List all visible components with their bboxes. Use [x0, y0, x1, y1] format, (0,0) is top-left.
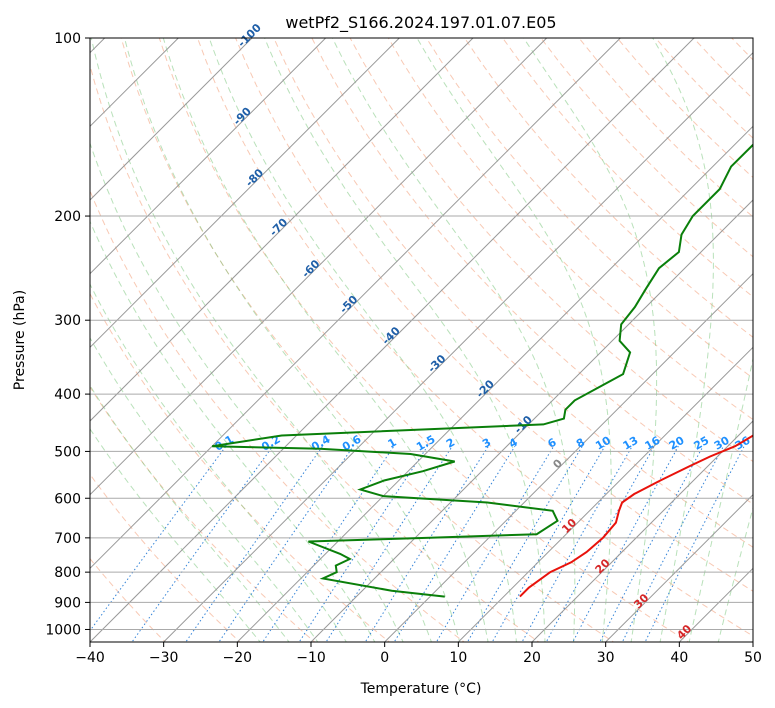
mixing-ratio-line: [393, 445, 516, 642]
x-tick-label: 50: [744, 650, 762, 666]
isotherm-line: [90, 38, 400, 349]
isotherm-line: [163, 51, 753, 642]
mixing-ratio-line: [90, 445, 227, 632]
dry-adiabat-line: [197, 38, 753, 637]
isotherm-line: [90, 38, 695, 642]
mixing-ratio-line: [364, 445, 489, 642]
x-tick-label: 10: [449, 650, 467, 666]
plot-frame: [89, 37, 754, 643]
y-axis-ticks: 100 200 300 400 500 600 700 800 900 1000: [45, 31, 90, 638]
mixing-ratio-line: [325, 445, 453, 642]
mixing-ratio-line: [298, 445, 429, 642]
isotherm-line: [384, 272, 753, 642]
isotherm-line: [457, 346, 753, 642]
isotherm-line: [752, 641, 753, 642]
mixing-ratio-line: [435, 445, 555, 642]
isotherm-line: [531, 420, 753, 642]
temperature-profile-line: [519, 434, 753, 598]
profile-lines: [211, 143, 753, 598]
mixing-ratio-line: [218, 445, 354, 642]
isotherm-line: [90, 38, 327, 275]
plot-background: [90, 38, 753, 642]
y-axis-title: Pressure (hPa): [12, 290, 28, 390]
dry-adiabat-line: [311, 38, 753, 505]
dry-adiabat-line: [235, 38, 753, 592]
x-tick-label: 30: [597, 650, 615, 666]
y-tick-label: 200: [54, 209, 81, 225]
y-tick-label: 600: [54, 491, 81, 507]
y-tick-label: 100: [54, 31, 81, 47]
moist-adiabat-line: [90, 220, 376, 642]
y-tick-label: 500: [54, 444, 81, 460]
chart-title: wetPf2_S166.2024.197.01.07.E05: [285, 13, 556, 33]
x-tick-label: −30: [149, 650, 179, 666]
x-tick-label: 0: [380, 650, 389, 666]
dry-adiabat-line: [425, 38, 753, 379]
mixing-ratio-line: [185, 445, 324, 642]
y-tick-label: 800: [54, 565, 81, 581]
x-axis-ticks: −40 −30 −20 −10 0 10 20 30 40 50: [75, 642, 762, 666]
gridlines: [90, 38, 753, 642]
y-tick-label: 400: [54, 387, 81, 403]
y-tick-label: 1000: [45, 622, 81, 638]
x-axis-title: Temperature (°C): [360, 681, 482, 697]
isotherm-line: [310, 199, 753, 642]
isotherm-line: [90, 38, 621, 570]
isotherm-line: [605, 493, 753, 642]
mixing-ratio-line: [466, 445, 583, 642]
x-tick-label: 40: [670, 650, 688, 666]
x-tick-label: −10: [296, 650, 326, 666]
dry-adiabat-line: [158, 38, 690, 642]
y-tick-label: 700: [54, 531, 81, 547]
dry-adiabat-line: [90, 189, 465, 642]
dry-adiabat-line: [273, 38, 753, 548]
isotherm-line: [90, 38, 474, 422]
x-tick-label: −40: [75, 650, 105, 666]
dewpoint-profile-line: [211, 143, 753, 598]
x-tick-label: −20: [223, 650, 253, 666]
dry-adiabat-line: [387, 38, 753, 421]
y-tick-label: 300: [54, 313, 81, 329]
dry-adiabat-line: [349, 38, 753, 463]
x-tick-label: 20: [523, 650, 541, 666]
mixing-ratio-line: [599, 445, 704, 642]
isotherm-line: [90, 38, 548, 496]
isotherm-line: [90, 38, 253, 201]
y-tick-label: 900: [54, 595, 81, 611]
mixing-ratio-line: [262, 445, 395, 642]
dry-adiabat-line: [770, 38, 775, 644]
mixing-ratio-line: [572, 445, 679, 642]
